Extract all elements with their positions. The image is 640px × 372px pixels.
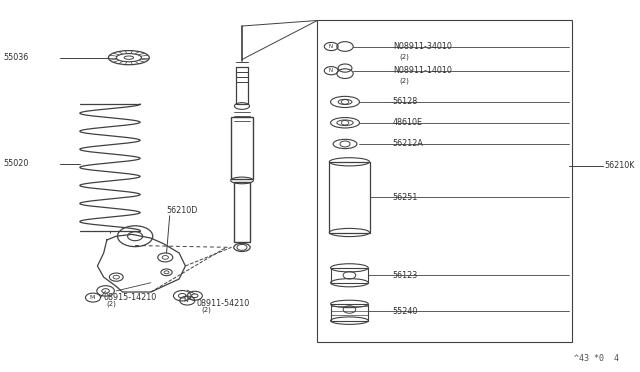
- Text: 08915-14210: 08915-14210: [104, 293, 157, 302]
- Text: 48610E: 48610E: [393, 118, 423, 127]
- Text: 56210K: 56210K: [605, 161, 635, 170]
- Text: 56210D: 56210D: [166, 206, 198, 215]
- Text: 56128: 56128: [393, 97, 418, 106]
- Text: 56123: 56123: [393, 271, 418, 280]
- Text: 55036: 55036: [3, 53, 28, 62]
- Text: N08911-14010: N08911-14010: [393, 66, 452, 75]
- Text: (2): (2): [107, 301, 116, 307]
- Bar: [330, 162, 369, 232]
- Text: N08911-34010: N08911-34010: [393, 42, 452, 51]
- Text: N: N: [328, 68, 333, 73]
- Text: (2): (2): [399, 77, 409, 84]
- Text: (2): (2): [201, 306, 211, 313]
- Text: 08911-54210: 08911-54210: [196, 299, 250, 308]
- Bar: [230, 117, 253, 179]
- Bar: [331, 304, 368, 321]
- Text: M: M: [90, 295, 95, 300]
- Text: N: N: [328, 44, 333, 49]
- Text: 55020: 55020: [3, 159, 29, 168]
- Bar: [331, 268, 368, 283]
- Text: N: N: [184, 298, 188, 303]
- Text: 55240: 55240: [393, 307, 418, 316]
- Text: 56251: 56251: [393, 193, 418, 202]
- Text: (2): (2): [399, 54, 409, 60]
- Text: ^43 *0  4: ^43 *0 4: [574, 354, 619, 363]
- Text: 56212A: 56212A: [393, 140, 424, 148]
- Bar: [236, 67, 248, 104]
- Bar: [317, 20, 572, 342]
- Bar: [234, 182, 250, 242]
